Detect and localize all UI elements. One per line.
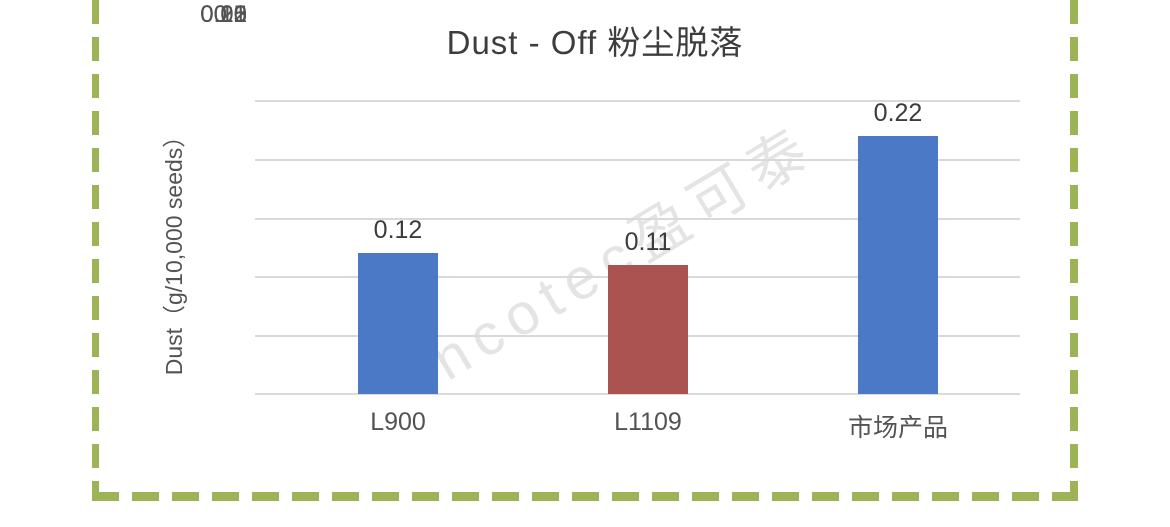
gridline (255, 393, 1020, 395)
plot-area: 0.12 0.11 0.22 (255, 99, 1020, 395)
dashed-border-left (92, 0, 99, 497)
y-tick-label: 0 (233, 1, 247, 28)
y-tick-label: 0.1 (213, 1, 247, 28)
bar-rect (608, 265, 688, 394)
bar-L900: 0.12 (358, 101, 438, 394)
gridline (255, 218, 1020, 220)
bar-rect (858, 136, 938, 394)
bar-value-label: 0.12 (373, 216, 423, 245)
dashed-border-bottom (92, 492, 1078, 501)
y-axis-title: Dust（g/10,000 seeds） (161, 124, 187, 376)
x-tick-label: L1109 (614, 408, 682, 436)
chart-title: Dust - Off 粉尘脱落 (446, 24, 744, 61)
x-tick-label: L900 (370, 408, 426, 436)
y-tick-label: 0.2 (213, 1, 247, 28)
dashed-border-right (1070, 0, 1078, 497)
bar-rect (358, 253, 438, 394)
y-tick-label: 0.25 (200, 1, 247, 28)
gridline (255, 100, 1020, 102)
bar-value-label: 0.11 (624, 228, 672, 257)
bar-market-product: 0.22 (858, 99, 938, 394)
gridline (255, 159, 1020, 161)
y-tick-label: 0.05 (200, 1, 247, 28)
bar-value-label: 0.22 (873, 99, 923, 128)
bar-L1109: 0.11 (608, 101, 688, 394)
x-tick-label: 市场产品 (847, 414, 948, 442)
y-tick-label: 0.15 (200, 1, 247, 28)
